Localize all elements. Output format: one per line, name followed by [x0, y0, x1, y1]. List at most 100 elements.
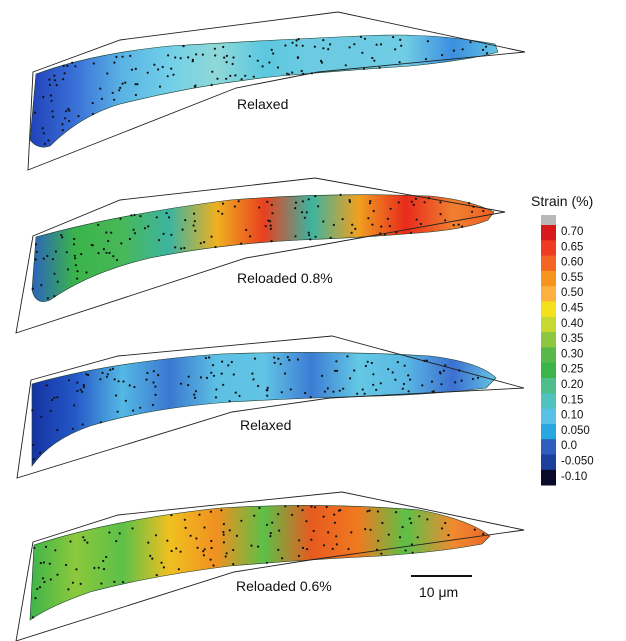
- measurement-point: [368, 202, 372, 205]
- measurement-point: [291, 513, 294, 517]
- measurement-point: [72, 243, 76, 246]
- measurement-point: [133, 213, 136, 217]
- panel-2-outline: [15, 177, 506, 334]
- measurement-point: [41, 577, 45, 580]
- panel-4-outline: [15, 491, 525, 641]
- measurement-point: [306, 548, 309, 551]
- measurement-point: [210, 546, 213, 550]
- measurement-point: [294, 207, 297, 210]
- measurement-point: [304, 391, 307, 395]
- measurement-point: [395, 231, 398, 234]
- measurement-point: [214, 245, 217, 249]
- measurement-point: [440, 527, 444, 530]
- measurement-point: [271, 212, 274, 215]
- legend-tick-label: 0.15: [561, 394, 583, 406]
- measurement-point: [203, 241, 206, 244]
- measurement-point: [203, 548, 206, 551]
- measurement-point: [147, 541, 150, 544]
- colorbar-legend: Strain (%) 0.700.650.600.550.500.450.400…: [531, 193, 594, 486]
- measurement-point: [361, 388, 364, 391]
- measurement-point: [65, 251, 68, 254]
- measurement-point: [45, 384, 48, 387]
- measurement-point: [291, 41, 294, 44]
- measurement-point: [167, 54, 170, 57]
- measurement-point: [378, 66, 381, 69]
- legend-swatch: [541, 240, 556, 256]
- legend-tick-label: 0.70: [561, 226, 583, 238]
- measurement-point: [67, 107, 70, 110]
- measurement-point: [80, 253, 83, 256]
- measurement-point: [62, 64, 65, 67]
- measurement-point: [366, 510, 369, 513]
- panel-1-points: [33, 35, 489, 145]
- legend-swatch-over: [541, 215, 556, 225]
- panel-reloaded-0-6: Reloaded 0.6%: [15, 491, 525, 641]
- measurement-point: [322, 47, 325, 50]
- measurement-point: [183, 246, 186, 250]
- measurement-point: [310, 538, 313, 541]
- legend-tick-label: 0.0: [561, 440, 577, 452]
- measurement-point: [426, 40, 429, 43]
- measurement-point: [314, 235, 317, 238]
- measurement-point: [48, 83, 52, 86]
- measurement-point: [179, 57, 182, 60]
- measurement-point: [121, 82, 124, 85]
- legend-swatch: [541, 393, 556, 409]
- measurement-point: [301, 546, 305, 550]
- measurement-point: [266, 386, 269, 389]
- panel-relaxed-1: Relaxed: [27, 11, 526, 171]
- measurement-point: [187, 375, 190, 378]
- measurement-point: [32, 458, 35, 461]
- legend-tick-label: -0.050: [561, 456, 594, 468]
- measurement-point: [368, 509, 371, 512]
- measurement-point: [48, 78, 51, 81]
- measurement-point: [174, 56, 177, 59]
- measurement-point: [143, 227, 146, 230]
- measurement-point: [153, 63, 156, 66]
- measurement-point: [363, 392, 366, 395]
- measurement-point: [53, 396, 56, 399]
- measurement-point: [409, 378, 412, 381]
- measurement-point: [32, 443, 35, 446]
- measurement-point: [314, 506, 317, 509]
- measurement-point: [162, 566, 165, 569]
- measurement-point: [76, 277, 79, 280]
- measurement-point: [264, 225, 267, 228]
- measurement-point: [117, 380, 120, 383]
- measurement-point: [379, 382, 382, 385]
- measurement-point: [269, 532, 272, 535]
- measurement-point: [147, 225, 150, 228]
- measurement-point: [356, 392, 359, 395]
- measurement-point: [485, 52, 489, 55]
- measurement-point: [224, 555, 227, 558]
- measurement-point: [295, 44, 298, 47]
- measurement-point: [404, 549, 407, 552]
- measurement-point: [322, 515, 325, 518]
- measurement-point: [51, 398, 54, 402]
- measurement-point: [213, 47, 216, 50]
- measurement-point: [269, 220, 272, 223]
- measurement-point: [97, 566, 100, 569]
- measurement-point: [461, 225, 464, 228]
- measurement-point: [44, 545, 48, 549]
- measurement-point: [289, 388, 292, 391]
- measurement-point: [40, 284, 43, 287]
- measurement-point: [43, 580, 46, 584]
- measurement-point: [41, 127, 44, 130]
- measurement-point: [431, 390, 434, 393]
- measurement-point: [76, 270, 79, 273]
- measurement-point: [380, 552, 383, 555]
- measurement-point: [366, 360, 369, 363]
- measurement-point: [182, 45, 185, 48]
- measurement-point: [154, 534, 158, 537]
- measurement-point: [195, 537, 198, 540]
- measurement-point: [377, 539, 380, 542]
- measurement-point: [175, 547, 178, 550]
- measurement-point: [257, 384, 260, 388]
- measurement-point: [305, 520, 308, 523]
- measurement-point: [152, 370, 155, 373]
- measurement-point: [325, 505, 328, 509]
- measurement-point: [40, 415, 43, 418]
- measurement-point: [62, 78, 65, 81]
- measurement-point: [240, 78, 243, 81]
